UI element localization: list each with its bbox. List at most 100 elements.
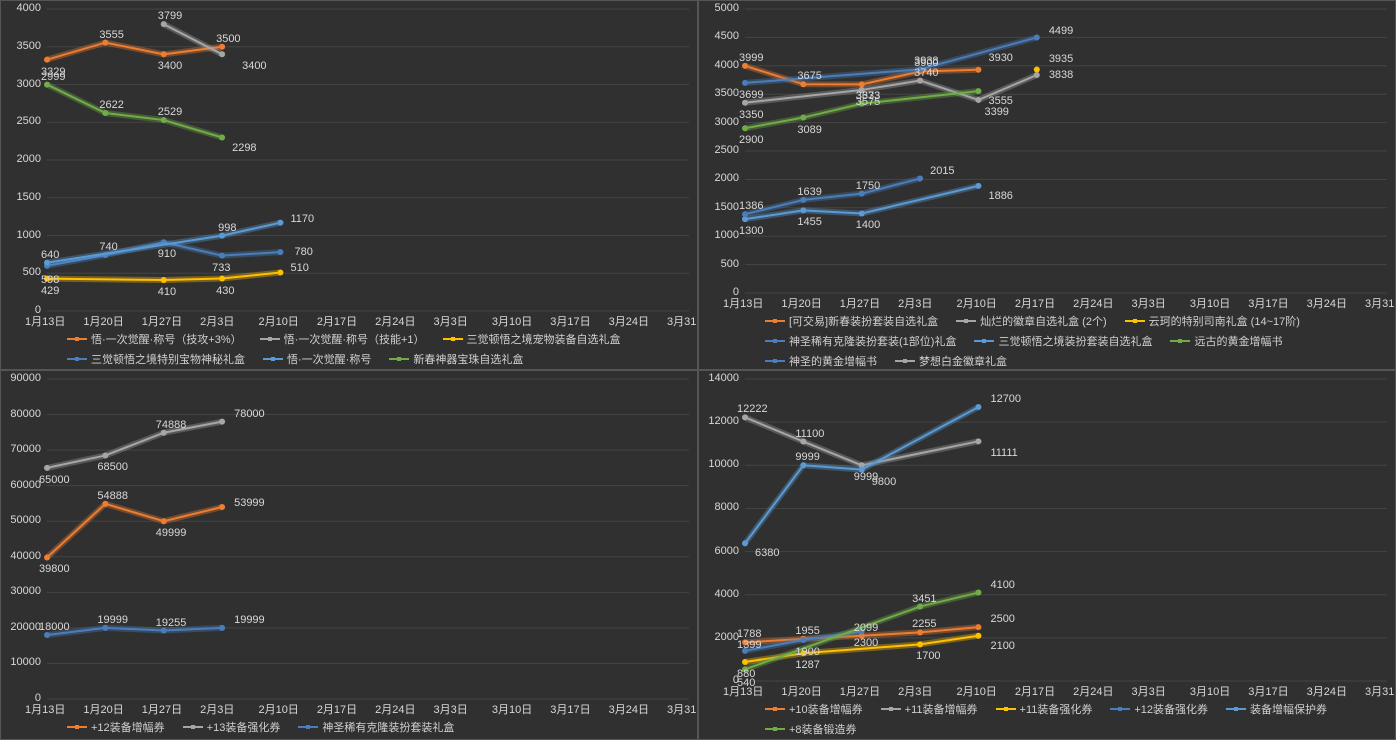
data-label: 3089 bbox=[797, 124, 821, 136]
legend-label: 三觉顿悟之境宠物装备自选礼盒 bbox=[467, 331, 621, 347]
y-tick-label: 500 bbox=[1, 266, 41, 278]
y-tick-label: 1500 bbox=[1, 191, 41, 203]
legend: +12装备增幅券+13装备强化券神圣稀有克隆装扮套装礼盒 bbox=[67, 719, 687, 735]
y-tick-label: 4000 bbox=[1, 2, 41, 14]
y-tick-label: 40000 bbox=[1, 550, 41, 562]
data-label: 53999 bbox=[234, 497, 265, 509]
data-label: 12222 bbox=[737, 403, 768, 415]
x-tick-label: 2月3日 bbox=[898, 683, 932, 699]
y-tick-label: 4000 bbox=[699, 588, 739, 600]
data-label: 78000 bbox=[234, 408, 265, 420]
legend-label: +13装备强化券 bbox=[207, 719, 281, 735]
panel-bottom-right: 020004000600080001000012000140001月13日1月2… bbox=[698, 370, 1396, 740]
legend-item: 远古的黄金增幅书 bbox=[1170, 333, 1282, 349]
legend-swatch bbox=[765, 708, 785, 710]
x-tick-label: 3月24日 bbox=[1307, 683, 1347, 699]
data-label: 9999 bbox=[795, 451, 819, 463]
data-label: 18000 bbox=[39, 621, 70, 633]
legend: 悟·一次觉醒·称号（技攻+3%）悟·一次觉醒·称号（技能+1）三觉顿悟之境宠物装… bbox=[67, 331, 687, 367]
data-label: 910 bbox=[158, 248, 176, 260]
legend-item: +12装备增幅券 bbox=[67, 719, 165, 735]
data-label: 1955 bbox=[795, 625, 819, 637]
legend-swatch bbox=[956, 320, 976, 322]
x-tick-label: 2月10日 bbox=[956, 295, 996, 311]
legend-label: [可交易]新春装扮套装自选礼盒 bbox=[789, 313, 938, 329]
panel-bottom-left: 0100002000030000400005000060000700008000… bbox=[0, 370, 698, 740]
legend-label: 远古的黄金增幅书 bbox=[1194, 333, 1282, 349]
x-tick-label: 1月20日 bbox=[83, 313, 123, 329]
data-label: 3500 bbox=[216, 33, 240, 45]
data-label: 598 bbox=[41, 274, 59, 286]
x-tick-label: 1月20日 bbox=[83, 701, 123, 717]
legend-label: 灿烂的徽章自选礼盒 (2个) bbox=[980, 313, 1107, 329]
y-tick-label: 4000 bbox=[699, 59, 739, 71]
legend-swatch bbox=[1110, 708, 1130, 710]
x-tick-label: 2月10日 bbox=[258, 313, 298, 329]
x-tick-label: 3月17日 bbox=[1248, 683, 1288, 699]
legend-item: 三觉顿悟之境宠物装备自选礼盒 bbox=[443, 331, 621, 347]
y-tick-label: 80000 bbox=[1, 408, 41, 420]
data-label: 3999 bbox=[739, 52, 763, 64]
legend-swatch bbox=[67, 358, 87, 360]
x-tick-label: 1月27日 bbox=[840, 295, 880, 311]
x-tick-label: 2月17日 bbox=[1015, 683, 1055, 699]
data-label: 3555 bbox=[99, 29, 123, 41]
data-label: 74888 bbox=[156, 419, 187, 431]
legend-swatch bbox=[389, 358, 409, 360]
legend-swatch bbox=[765, 728, 785, 730]
legend-item: 三觉顿悟之境装扮套装自选礼盒 bbox=[974, 333, 1152, 349]
y-tick-label: 1000 bbox=[1, 229, 41, 241]
y-tick-label: 10000 bbox=[1, 656, 41, 668]
data-label: 3451 bbox=[912, 593, 936, 605]
data-label: 19255 bbox=[156, 617, 187, 629]
data-label: 49999 bbox=[156, 527, 187, 539]
data-label: 19999 bbox=[97, 614, 128, 626]
legend-item: 梦想白金徽章礼盒 bbox=[895, 353, 1007, 369]
y-tick-label: 3500 bbox=[699, 87, 739, 99]
y-tick-label: 3500 bbox=[1, 40, 41, 52]
data-label: 3400 bbox=[242, 60, 266, 72]
x-tick-label: 3月24日 bbox=[609, 313, 649, 329]
data-label: 429 bbox=[41, 285, 59, 297]
data-label: 1287 bbox=[795, 659, 819, 671]
legend-item: +11装备强化券 bbox=[996, 701, 1093, 717]
data-label: 740 bbox=[99, 241, 117, 253]
data-label: 1300 bbox=[739, 225, 763, 237]
data-label: 2529 bbox=[158, 106, 182, 118]
legend-swatch bbox=[1170, 340, 1190, 342]
data-label: 11111 bbox=[990, 447, 1017, 459]
legend-label: 装备增幅保护券 bbox=[1250, 701, 1327, 717]
legend-label: 神圣的黄金增幅书 bbox=[789, 353, 877, 369]
data-label: 68500 bbox=[97, 461, 128, 473]
legend-item: 神圣的黄金增幅书 bbox=[765, 353, 877, 369]
legend-swatch bbox=[895, 360, 915, 362]
data-label: 3555 bbox=[988, 95, 1012, 107]
legend-swatch bbox=[260, 338, 280, 340]
x-tick-label: 3月24日 bbox=[609, 701, 649, 717]
legend-label: +8装备锻造券 bbox=[789, 721, 857, 737]
y-tick-label: 30000 bbox=[1, 585, 41, 597]
legend: +10装备增幅券+11装备增幅券+11装备强化券+12装备强化券装备增幅保护券+… bbox=[765, 701, 1385, 737]
data-label: 1399 bbox=[737, 639, 761, 651]
data-label: 1170 bbox=[290, 213, 314, 225]
x-tick-label: 2月17日 bbox=[317, 701, 357, 717]
data-label: 3675 bbox=[797, 70, 821, 82]
legend: [可交易]新春装扮套装自选礼盒灿烂的徽章自选礼盒 (2个)云珂的特别司南礼盒 (… bbox=[765, 313, 1385, 369]
legend-item: +10装备增幅券 bbox=[765, 701, 863, 717]
data-label: 1750 bbox=[856, 180, 880, 192]
legend-label: 悟·一次觉醒·称号（技能+1） bbox=[284, 331, 425, 347]
data-label: 2900 bbox=[739, 134, 763, 146]
data-label: 3350 bbox=[739, 109, 763, 121]
x-tick-label: 3月10日 bbox=[1190, 683, 1230, 699]
legend-swatch bbox=[765, 340, 785, 342]
legend-swatch bbox=[298, 726, 318, 728]
legend-label: 新春神器宝珠自选礼盒 bbox=[413, 351, 523, 367]
data-label: 3399 bbox=[984, 106, 1008, 118]
legend-swatch bbox=[263, 358, 283, 360]
x-tick-label: 2月3日 bbox=[200, 313, 234, 329]
x-tick-label: 2月24日 bbox=[1073, 683, 1113, 699]
data-label: 3935 bbox=[1049, 53, 1073, 65]
legend-swatch bbox=[881, 708, 901, 710]
data-label: 3930 bbox=[988, 52, 1012, 64]
data-label: 1400 bbox=[856, 219, 880, 231]
